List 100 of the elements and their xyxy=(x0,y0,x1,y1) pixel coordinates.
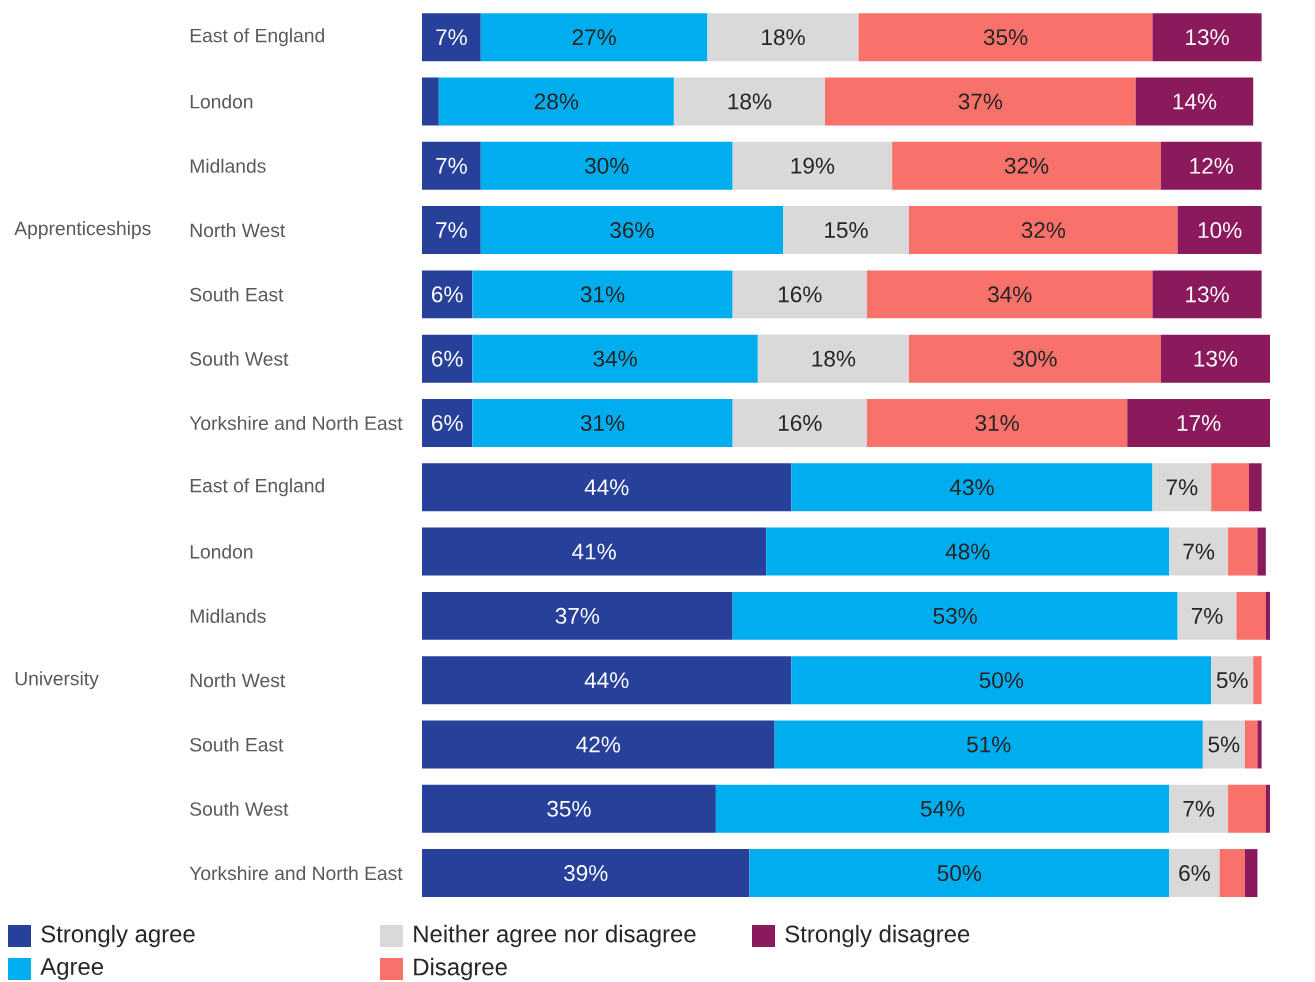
data-label: 31% xyxy=(580,286,625,303)
bar xyxy=(1257,720,1262,769)
bar xyxy=(757,334,909,383)
data-label: 18% xyxy=(812,350,856,367)
bar xyxy=(1127,398,1271,447)
bar xyxy=(1265,591,1271,640)
data-label: 7% xyxy=(1183,543,1215,560)
data-label: 53% xyxy=(933,607,977,624)
bar xyxy=(1152,13,1262,62)
bar xyxy=(1135,77,1254,126)
bar xyxy=(732,398,867,447)
bar xyxy=(1244,849,1258,898)
bar xyxy=(783,206,909,255)
data-label: 18% xyxy=(762,29,805,46)
data-label: 30% xyxy=(584,157,629,174)
bar xyxy=(1211,656,1254,705)
y-tick-label: Yorkshire and North East xyxy=(189,866,403,881)
y-tick-label: Midlands xyxy=(190,158,266,173)
bar xyxy=(715,784,1170,833)
data-label: 14% xyxy=(1173,93,1217,110)
bar xyxy=(766,527,1170,576)
y-tick-label: South East xyxy=(190,737,284,752)
bar xyxy=(422,784,716,833)
y-tick-label: South West xyxy=(190,351,289,366)
bar xyxy=(1265,784,1271,833)
data-label: 6% xyxy=(432,414,463,431)
bar xyxy=(1160,334,1271,383)
bar xyxy=(1228,527,1258,576)
bar xyxy=(892,141,1161,190)
bar xyxy=(472,270,733,319)
text: Apprenticeships xyxy=(14,221,151,240)
legend-label: Disagree xyxy=(414,957,507,981)
data-label: 44% xyxy=(584,479,629,496)
y-tick-label: London xyxy=(190,544,253,559)
bar xyxy=(1228,784,1266,833)
data-label: 15% xyxy=(825,222,868,239)
data-label: 13% xyxy=(1186,286,1229,303)
data-label: 13% xyxy=(1194,350,1238,367)
data-label: 39% xyxy=(563,865,608,882)
data-label: 7% xyxy=(1183,800,1215,817)
bar xyxy=(422,720,775,769)
data-label: 16% xyxy=(778,286,822,303)
bar xyxy=(422,13,481,62)
bar xyxy=(1169,784,1229,833)
bar xyxy=(422,849,750,898)
data-label: 12% xyxy=(1190,157,1234,174)
data-label: 27% xyxy=(572,29,616,46)
bar xyxy=(422,334,473,383)
data-label: 30% xyxy=(1013,350,1057,367)
bar xyxy=(422,77,439,126)
legend-label: Strongly disagree xyxy=(785,924,970,948)
bar xyxy=(1152,270,1262,319)
data-label: 32% xyxy=(1021,222,1066,239)
data-label: 34% xyxy=(593,350,637,367)
data-label: 50% xyxy=(979,672,1024,689)
data-label: 6% xyxy=(1179,865,1210,882)
bar xyxy=(866,270,1153,319)
bar xyxy=(1177,206,1262,255)
bar xyxy=(1236,591,1266,640)
bar xyxy=(422,463,792,512)
data-label: 7% xyxy=(436,157,467,174)
y-tick-label: Midlands xyxy=(190,608,266,623)
bar xyxy=(472,398,733,447)
data-label: 35% xyxy=(983,29,1028,46)
bar xyxy=(1211,463,1250,512)
bar xyxy=(1249,463,1262,512)
data-label: 42% xyxy=(576,736,621,753)
text: University xyxy=(15,671,99,690)
y-tick-label: North West xyxy=(190,673,286,688)
bar xyxy=(908,206,1178,255)
data-label: 16% xyxy=(778,414,822,431)
data-label: 13% xyxy=(1186,29,1229,46)
data-label: 44% xyxy=(584,672,629,689)
bar xyxy=(858,13,1153,62)
y-tick-label: South East xyxy=(190,287,284,302)
data-label: 18% xyxy=(728,93,772,110)
bar xyxy=(422,141,481,190)
data-label: 28% xyxy=(534,93,579,110)
data-label: 37% xyxy=(958,93,1003,110)
data-label: 5% xyxy=(1208,736,1240,753)
y-tick-label: London xyxy=(190,94,253,109)
bar xyxy=(422,656,792,705)
y-tick-label: Yorkshire and North East xyxy=(189,415,403,431)
data-label: 19% xyxy=(791,157,835,174)
bar xyxy=(791,463,1153,512)
bar xyxy=(1169,849,1220,898)
data-label: 7% xyxy=(436,222,467,238)
bar xyxy=(422,206,481,255)
bar xyxy=(774,720,1203,769)
data-label: 50% xyxy=(937,865,982,882)
bar xyxy=(1169,527,1229,576)
data-label: 6% xyxy=(432,286,463,303)
data-label: 32% xyxy=(1004,157,1049,174)
data-label: 7% xyxy=(1166,479,1198,496)
bar xyxy=(866,398,1128,447)
y-tick-label: South West xyxy=(190,801,289,816)
bar xyxy=(732,270,867,319)
bar xyxy=(480,141,733,190)
bar xyxy=(472,334,758,383)
bar xyxy=(825,77,1136,126)
